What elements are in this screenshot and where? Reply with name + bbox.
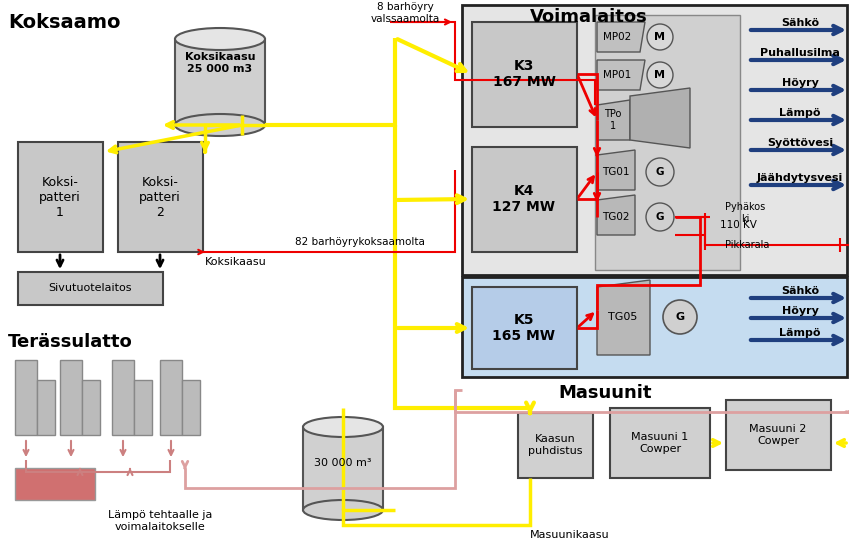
Text: Koksi-
patteri
2: Koksi- patteri 2 — [139, 175, 181, 219]
Text: K5
165 MW: K5 165 MW — [492, 313, 555, 343]
Text: G: G — [655, 167, 664, 177]
Ellipse shape — [303, 417, 383, 437]
Text: Masuunit: Masuunit — [558, 384, 651, 402]
Text: M: M — [655, 32, 666, 42]
Text: TG05: TG05 — [609, 312, 638, 322]
Text: Pikkarala: Pikkarala — [725, 240, 769, 250]
Text: TPo
1: TPo 1 — [604, 109, 621, 131]
Text: Sähkö: Sähkö — [781, 286, 819, 296]
Bar — [472, 147, 577, 252]
Text: Koksi-
patteri
1: Koksi- patteri 1 — [39, 175, 81, 219]
Text: MP02: MP02 — [603, 32, 631, 42]
Text: Masuuni 1
Cowper: Masuuni 1 Cowper — [632, 432, 689, 454]
Bar — [595, 15, 740, 270]
Text: Koksaamo: Koksaamo — [8, 13, 121, 31]
Text: 8 barhöyry
valssaamolta: 8 barhöyry valssaamolta — [370, 2, 440, 24]
Polygon shape — [597, 22, 645, 52]
Text: Masuuni 2
Cowper: Masuuni 2 Cowper — [750, 424, 807, 446]
Bar — [37, 380, 55, 435]
Polygon shape — [597, 100, 630, 140]
Bar — [175, 39, 265, 125]
Text: K3
167 MW: K3 167 MW — [492, 59, 555, 89]
Bar — [610, 408, 710, 478]
Text: 30 000 m³: 30 000 m³ — [314, 458, 372, 468]
Text: Lämpö tehtaalle ja
voimalaitokselle: Lämpö tehtaalle ja voimalaitokselle — [108, 510, 212, 532]
Bar — [726, 400, 831, 470]
Text: 82 barhöyrykoksaamolta: 82 barhöyrykoksaamolta — [295, 237, 424, 247]
Bar — [303, 427, 383, 510]
Text: Lämpö: Lämpö — [779, 328, 821, 338]
Ellipse shape — [175, 114, 265, 136]
Text: MP01: MP01 — [603, 70, 631, 80]
Circle shape — [646, 158, 674, 186]
Text: Sähkö: Sähkö — [781, 18, 819, 28]
Text: Höyry: Höyry — [782, 78, 818, 88]
Text: K4
127 MW: K4 127 MW — [492, 184, 555, 214]
Text: G: G — [655, 212, 664, 222]
Polygon shape — [597, 60, 645, 90]
Bar — [472, 287, 577, 369]
Text: 110 KV: 110 KV — [720, 220, 756, 230]
Text: Puhallusilma: Puhallusilma — [760, 48, 840, 58]
Bar — [182, 380, 200, 435]
Text: Pyhäkos
ki: Pyhäkos ki — [725, 202, 765, 224]
Text: Sivutuotelaitos: Sivutuotelaitos — [48, 283, 132, 293]
Bar — [82, 380, 100, 435]
Text: Jäähdytysvesi: Jäähdytysvesi — [756, 173, 843, 183]
Circle shape — [663, 300, 697, 334]
Bar — [60, 360, 82, 435]
Text: Lämpö: Lämpö — [779, 108, 821, 118]
Circle shape — [647, 24, 673, 50]
Text: Syöttövesi: Syöttövesi — [767, 138, 833, 148]
Text: TG02: TG02 — [602, 212, 630, 222]
Text: Voimalaitos: Voimalaitos — [530, 8, 648, 26]
Text: M: M — [655, 70, 666, 80]
Bar — [462, 277, 847, 377]
Bar — [160, 360, 182, 435]
Text: Terässulatto: Terässulatto — [8, 333, 132, 351]
Polygon shape — [597, 280, 650, 355]
Circle shape — [646, 203, 674, 231]
Bar — [134, 380, 152, 435]
Bar — [15, 360, 37, 435]
Bar — [18, 272, 163, 305]
Ellipse shape — [175, 28, 265, 50]
Bar — [118, 142, 203, 252]
Polygon shape — [597, 150, 635, 190]
Text: Koksikaasu: Koksikaasu — [205, 257, 267, 267]
Text: Masuunikaasu: Masuunikaasu — [530, 530, 610, 540]
Text: Höyry: Höyry — [782, 306, 818, 316]
Text: Kaasun
puhdistus: Kaasun puhdistus — [528, 434, 582, 456]
Text: G: G — [676, 312, 684, 322]
Bar — [15, 468, 95, 500]
Bar — [18, 142, 103, 252]
Bar — [518, 413, 593, 478]
Bar — [112, 360, 134, 435]
Polygon shape — [597, 195, 635, 235]
Bar — [472, 22, 577, 127]
Circle shape — [647, 62, 673, 88]
Text: TG01: TG01 — [602, 167, 630, 177]
Polygon shape — [630, 88, 690, 148]
Bar — [462, 5, 847, 275]
Ellipse shape — [303, 500, 383, 520]
Text: Koksikaasu
25 000 m3: Koksikaasu 25 000 m3 — [185, 52, 256, 74]
